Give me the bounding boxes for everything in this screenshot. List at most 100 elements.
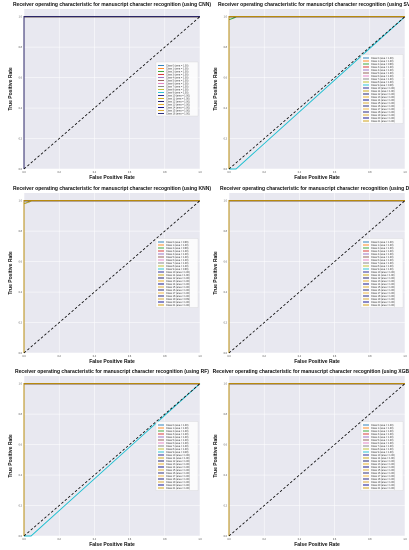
roc-curve-class-21 — [23, 200, 200, 353]
roc-curve-class-21 — [23, 383, 200, 536]
legend-entry: Class 5 (area = 1.00) — [166, 439, 189, 442]
legend-entry: Class 19 (area = 1.00) — [371, 298, 395, 301]
legend-entry: Class 6 (area = 1.00) — [166, 82, 189, 85]
legend-entry: Class 2 (area = 1.00) — [166, 70, 189, 73]
y-tick-label: 0.2 — [19, 321, 23, 324]
legend-entry: Class 20 (area = 1.00) — [166, 484, 190, 487]
y-tick-label: 0.4 — [224, 291, 228, 294]
legend-entry: Class 3 (area = 1.00) — [166, 433, 189, 436]
legend-entry: Class 18 (area = 1.00) — [371, 478, 395, 481]
legend-entry: Class 8 (area = 1.00) — [166, 265, 189, 268]
y-tick-label: 0.4 — [19, 107, 23, 110]
x-axis-label: False Positive Rate — [294, 542, 340, 548]
legend-entry: Class 10 (area = 1.00) — [166, 94, 190, 97]
legend-entry: Class 7 (area = 1.00) — [166, 262, 189, 265]
legend-entry: Class 4 (area = 1.00) — [371, 69, 394, 72]
y-tick-label: 0.4 — [19, 291, 23, 294]
legend-entry: Class 19 (area = 1.00) — [166, 481, 190, 484]
legend-entry: Class 13 (area = 1.00) — [166, 463, 190, 466]
legend-entry: Class 9 (area = 0.48) — [166, 451, 189, 454]
y-tick-label: 0.0 — [224, 535, 228, 538]
legend-entry: Class 7 (area = 1.00) — [371, 445, 394, 448]
x-tick-label: 0.8 — [368, 538, 372, 541]
x-tick-label: 0.6 — [128, 355, 132, 358]
x-tick-label: 0.6 — [128, 171, 132, 174]
y-tick-label: 0.0 — [19, 535, 23, 538]
legend-entry: Class 18 (area = 1.00) — [371, 295, 395, 298]
y-tick-label: 0.4 — [224, 474, 228, 477]
legend-entry: Class 0 (area = 1.00) — [166, 64, 189, 67]
x-tick-label: 0.8 — [163, 171, 167, 174]
legend-entry: Class 17 (area = 1.00) — [166, 475, 190, 478]
legend-entry: Class 10 (area = 1.00) — [371, 271, 395, 274]
legend-entry: Class 1 (area = 1.00) — [371, 60, 394, 63]
legend-entry: Class 20 (area = 1.00) — [371, 117, 395, 120]
legend: Class 0 (area = 1.00)Class 1 (area = 1.0… — [155, 61, 199, 117]
legend-entry: Class 17 (area = 1.00) — [371, 108, 395, 111]
x-tick-label: 0.2 — [263, 355, 267, 358]
legend-entry: Class 10 (area = 1.00) — [166, 454, 190, 457]
y-tick-label: 0.2 — [224, 321, 228, 324]
legend-entry: Class 16 (area = 1.00) — [371, 105, 395, 108]
legend-entry: Class 10 (area = 1.00) — [371, 454, 395, 457]
x-tick-label: 0.2 — [263, 538, 267, 541]
legend-entry: Class 6 (area = 1.00) — [166, 442, 189, 445]
y-axis-label: True Positive Rate — [8, 67, 14, 111]
roc-curve-class-21 — [228, 200, 405, 353]
legend-entry: Class 4 (area = 1.00) — [166, 76, 189, 79]
chart-title: Receiver operating characteristic for ma… — [218, 2, 409, 8]
legend-entry: Class 0 (area = 1.00) — [371, 241, 394, 244]
x-tick-label: 0.0 — [227, 355, 231, 358]
legend-entry: Class 1 (area = 1.00) — [166, 427, 189, 430]
legend-entry: Class 19 (area = 1.00) — [371, 114, 395, 117]
y-tick-label: 0.6 — [19, 260, 23, 263]
y-tick-label: 1.0 — [19, 199, 23, 202]
chart-title: Receiver operating characteristic for ma… — [220, 186, 409, 192]
legend-entry: Class 16 (area = 1.00) — [166, 112, 190, 115]
legend-entry: Class 11 (area = 1.00) — [166, 97, 190, 100]
y-tick-label: 0.6 — [224, 443, 228, 446]
legend-entry: Class 15 (area = 1.00) — [166, 286, 190, 289]
legend-entry: Class 9 (area = 1.00) — [371, 451, 394, 454]
legend-entry: Class 15 (area = 1.00) — [371, 102, 395, 105]
legend-entry: Class 4 (area = 1.00) — [166, 436, 189, 439]
x-axis-label: False Positive Rate — [89, 359, 135, 365]
legend-entry: Class 2 (area = 1.00) — [166, 430, 189, 433]
legend-entry: Class 13 (area = 1.00) — [371, 96, 395, 99]
y-tick-label: 0.2 — [19, 504, 23, 507]
y-tick-label: 0.0 — [224, 168, 228, 171]
legend-entry: Class 15 (area = 1.00) — [371, 286, 395, 289]
legend-entry: Class 2 (area = 0.99) — [166, 247, 189, 250]
x-axis-label: False Positive Rate — [89, 542, 135, 548]
legend-entry: Class 14 (area = 1.00) — [166, 466, 190, 469]
legend-entry: Class 14 (area = 1.00) — [371, 466, 395, 469]
legend-entry: Class 4 (area = 1.00) — [166, 253, 189, 256]
y-tick-label: 0.8 — [19, 230, 23, 233]
legend-entry: Class 12 (area = 1.00) — [371, 277, 395, 280]
legend-entry: Class 16 (area = 1.00) — [166, 289, 190, 292]
legend-entry: Class 17 (area = 1.00) — [371, 292, 395, 295]
x-axis-label: False Positive Rate — [294, 175, 340, 181]
legend-entry: Class 2 (area = 1.00) — [371, 430, 394, 433]
y-tick-label: 0.2 — [224, 137, 228, 140]
legend-entry: Class 21 (area = 1.00) — [166, 487, 190, 490]
roc-chart-2: Receiver operating characteristic for ma… — [8, 186, 211, 365]
x-tick-label: 0.0 — [22, 171, 26, 174]
legend-entry: Class 7 (area = 1.00) — [166, 85, 189, 88]
legend-entry: Class 9 (area = 0.99) — [166, 268, 189, 271]
legend: Class 0 (area = 1.00)Class 1 (area = 1.0… — [155, 421, 199, 491]
x-tick-label: 0.4 — [298, 355, 302, 358]
x-tick-label: 0.4 — [93, 538, 97, 541]
roc-curve-class-21 — [228, 383, 405, 536]
roc-chart-0: Receiver operating characteristic for ma… — [8, 2, 211, 181]
chance-diagonal — [228, 383, 406, 537]
legend-entry: Class 12 (area = 1.00) — [166, 100, 190, 103]
legend-entry: Class 2 (area = 1.00) — [371, 247, 394, 250]
legend-entry: Class 5 (area = 1.00) — [371, 72, 394, 75]
legend-entry: Class 13 (area = 1.00) — [166, 103, 190, 106]
x-tick-label: 1.0 — [198, 171, 202, 174]
legend-entry: Class 12 (area = 1.00) — [166, 277, 190, 280]
chart-title: Receiver operating characteristic for ma… — [213, 369, 409, 375]
roc-curve-class-9 — [24, 383, 201, 537]
